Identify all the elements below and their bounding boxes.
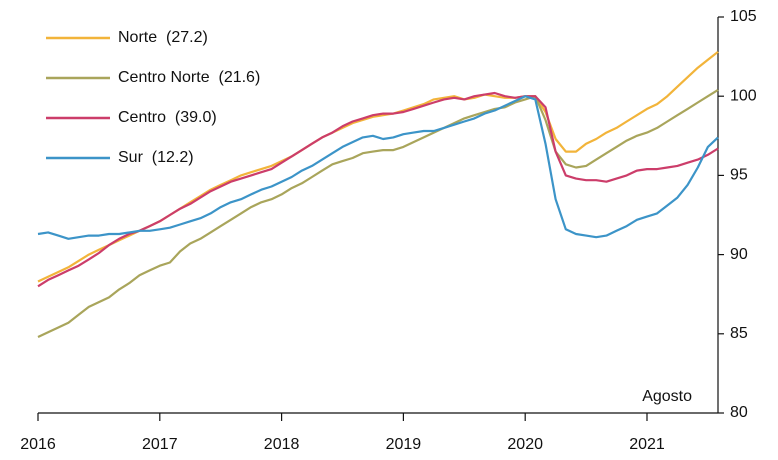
x-tick-label: 2017 (142, 436, 178, 453)
x-tick-label: 2021 (629, 436, 665, 453)
legend-label: Centro (39.0) (118, 109, 217, 126)
legend-label: Sur (12.2) (118, 149, 194, 166)
series-line (37, 95, 719, 240)
series-line (37, 91, 719, 288)
y-tick-label: 105 (730, 8, 757, 25)
y-tick-label: 90 (730, 246, 748, 263)
x-tick-label: 2019 (386, 436, 422, 453)
x-tick-label: 2016 (20, 436, 56, 453)
series-line (37, 50, 719, 283)
x-tick-label: 2020 (507, 436, 543, 453)
legend-label: Centro Norte (21.6) (118, 69, 260, 86)
annotation: Agosto (642, 388, 692, 405)
series-line (37, 88, 719, 338)
y-tick-label: 95 (730, 167, 748, 184)
legend-label: Norte (27.2) (118, 29, 208, 46)
y-tick-label: 100 (730, 87, 757, 104)
y-tick-label: 80 (730, 404, 748, 421)
y-tick-label: 85 (730, 325, 748, 342)
x-tick-label: 2018 (264, 436, 300, 453)
